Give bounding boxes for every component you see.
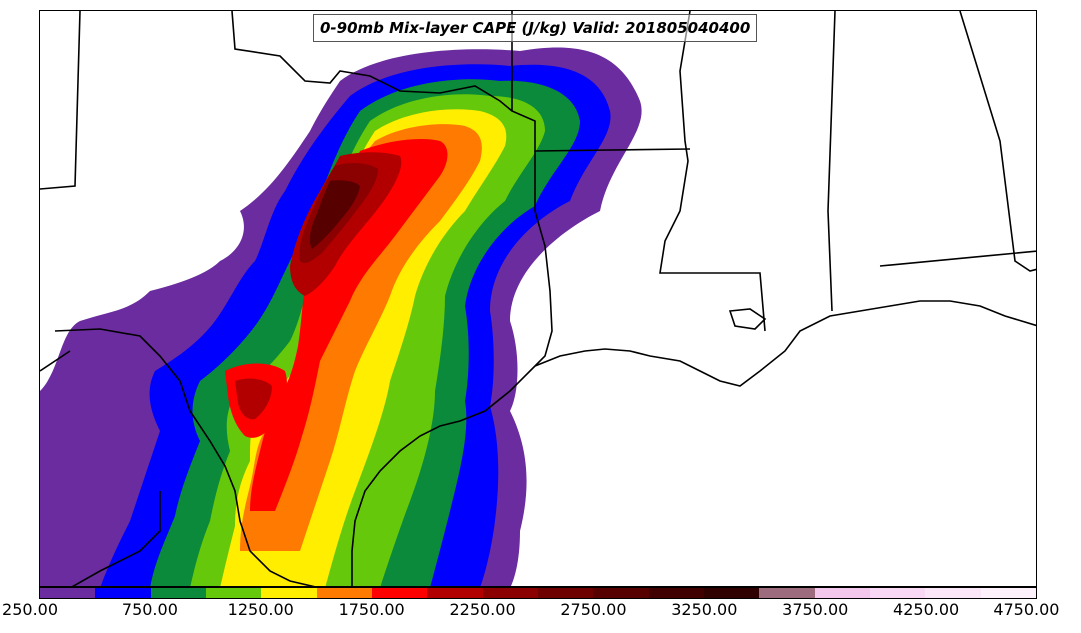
state-and-country-boundaries (40, 11, 1036, 586)
state-line-north (231, 11, 513, 112)
colorbar-tick-label: 1250.00 (227, 600, 294, 619)
cape-map (40, 11, 1036, 586)
cape-field (40, 47, 642, 586)
cape-contour-1750 (250, 139, 448, 511)
colorbar-segment (40, 588, 96, 598)
colorbar-tick-label: 2250.00 (449, 600, 516, 619)
cape-contour-1500 (240, 124, 482, 551)
colorbar-tick-label: 1750.00 (338, 600, 405, 619)
cape-contour-south-2000 (235, 378, 272, 420)
state-line-oklahoma (511, 11, 691, 152)
colorbar-tick-label: 3750.00 (782, 600, 849, 619)
colorbar-segment (869, 588, 926, 598)
lake-pontchartrain (728, 308, 767, 330)
colorbar (39, 587, 1037, 599)
map-panel (39, 10, 1037, 587)
colorbar-segment (427, 588, 483, 598)
colorbar-segment (703, 588, 760, 598)
cape-contour-2500 (309, 180, 360, 249)
state-line-west (40, 11, 81, 190)
colorbar-segment (814, 588, 870, 598)
colorbar-tick-label: 4750.00 (993, 600, 1060, 619)
state-line-arkansas (659, 11, 766, 332)
state-line-alabama (879, 11, 1036, 272)
colorbar-tick-label: 250.00 (2, 600, 59, 619)
state-line-texas-louisiana (534, 151, 553, 367)
colorbar-segment (925, 588, 981, 598)
colorbar-tick-label: 4250.00 (893, 600, 960, 619)
map-title: 0-90mb Mix-layer CAPE (J/kg) Valid: 2018… (313, 14, 758, 42)
colorbar-segment (205, 588, 262, 598)
colorbar-segment (482, 588, 538, 598)
state-line-mississippi (827, 11, 836, 312)
colorbar-segment (759, 588, 815, 598)
colorbar-segment (648, 588, 704, 598)
gulf-coastline (351, 300, 1036, 586)
colorbar-tick-label: 2750.00 (560, 600, 627, 619)
colorbar-segment (593, 588, 649, 598)
colorbar-tick-label: 3250.00 (671, 600, 738, 619)
colorbar-segment (95, 588, 151, 598)
colorbar-tick-labels: 250.00 750.00 1250.00 1750.00 2250.00 2750.00… (0, 600, 1081, 624)
colorbar-segment (150, 588, 206, 598)
colorbar-tick-label: 750.00 (121, 600, 178, 619)
colorbar-segment (537, 588, 594, 598)
mexico-state-line (40, 350, 161, 586)
mexico-border (54, 328, 315, 586)
colorbar-segment (261, 588, 317, 598)
colorbar-segment (980, 588, 1036, 598)
colorbar-segment (371, 588, 428, 598)
colorbar-segment (316, 588, 372, 598)
